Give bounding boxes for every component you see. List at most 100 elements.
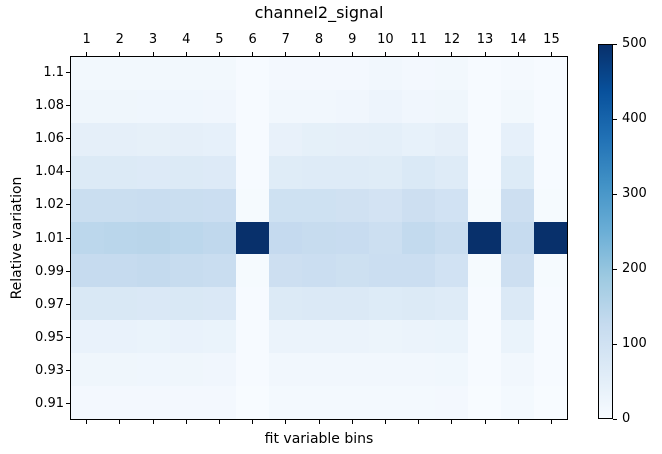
heatmap-cell [434,122,468,156]
heatmap-cell [533,89,567,123]
heatmap-cell [500,254,534,288]
heatmap-cell [368,122,402,156]
heatmap-cell [203,254,237,288]
heatmap-cell [71,221,105,255]
colorbar-tick-label: 100 [622,336,647,351]
heatmap-cell [170,221,204,255]
heatmap-cell [500,122,534,156]
heatmap-cell [533,188,567,222]
heatmap-cell [335,221,369,255]
heatmap-cell [104,320,138,354]
heatmap-cell [434,57,468,90]
heatmap-cell [137,89,171,123]
x-tick-mark [218,420,220,424]
x-axis-top-tick-labels: 1 2 3 4 5 6 7 8 9 10 11 12 13 14 15 [70,33,568,47]
heatmap-cell [170,386,204,419]
x-tick-mark [351,420,353,424]
x-tick-cell [402,52,435,56]
x-tick-cell [136,420,169,424]
chart-title: channel2_signal [254,3,384,22]
heatmap-cell [104,287,138,321]
heatmap-cell [401,386,435,419]
heatmap-cell [434,254,468,288]
x-tick-mark [484,52,486,56]
heatmap-cell [302,57,336,90]
y-tick-mark [66,105,70,107]
y-tick-label: 1.01 [35,230,64,246]
heatmap-cell [104,89,138,123]
heatmap-cell [368,353,402,387]
x-tick-cell [336,420,369,424]
heatmap-cell [302,122,336,156]
y-tick-mark [66,303,70,305]
x-tick-mark [384,52,386,56]
y-tick-mark [66,369,70,371]
heatmap-cell [269,188,303,222]
x-tick-cell [203,420,236,424]
x-tick-cell [302,52,335,56]
heatmap-cell [335,122,369,156]
heatmap-cell [500,353,534,387]
y-tick-label: 1.1 [43,65,64,81]
x-tick-cell [269,420,302,424]
heatmap-cell [368,155,402,189]
x-tick-cell [269,52,302,56]
heatmap-cell [302,386,336,419]
x-tick-cell [369,420,402,424]
heatmap-cell [236,320,270,354]
x-tick-cell [70,52,103,56]
heatmap-cell [401,155,435,189]
heatmap-cell [71,155,105,189]
y-tick-cell [66,56,70,89]
x-tick-cell [502,420,535,424]
colorbar-tick-mark [613,119,617,120]
heatmap-cell [335,155,369,189]
heatmap-cell [302,89,336,123]
x-tick-label: 9 [348,32,357,47]
heatmap-cell [500,386,534,419]
x-tick-mark [252,420,254,424]
x-tick-mark [318,52,320,56]
heatmap-cell [269,386,303,419]
x-tick-mark [119,420,121,424]
x-tick-cell [70,420,103,424]
heatmap-cell [401,221,435,255]
heatmap-cell [71,353,105,387]
heatmap-cell [533,353,567,387]
heatmap-cell [401,353,435,387]
x-tick-mark [185,420,187,424]
x-tick-mark [484,420,486,424]
heatmap-cell [533,155,567,189]
heatmap-cell [203,386,237,419]
heatmap-cell [269,155,303,189]
heatmap-cell [203,188,237,222]
heatmap-cell [236,122,270,156]
colorbar [598,44,613,419]
heatmap-cell [137,155,171,189]
x-tick-cell [136,52,169,56]
x-tick-mark [285,52,287,56]
heatmap-cell [467,353,501,387]
x-tick-cell [170,52,203,56]
y-axis-label: Relative variation [9,176,25,300]
x-tick-cell [468,420,501,424]
x-tick-label: 6 [248,32,257,47]
y-tick-cell [66,255,70,288]
x-tick-label: 8 [314,32,324,47]
heatmap-cell [335,353,369,387]
heatmap-cell [71,188,105,222]
x-tick-label: 5 [215,32,224,47]
colorbar-tick-label: 300 [622,186,647,201]
heatmap-cell [269,320,303,354]
heatmap-cell [533,287,567,321]
heatmap-cell [401,254,435,288]
heatmap-cell [137,221,171,255]
colorbar-tick-mark [613,269,617,270]
x-tick-mark [185,52,187,56]
heatmap-cell [203,57,237,90]
heatmap-cell [500,221,534,255]
heatmap-cell [71,254,105,288]
x-tick-mark [517,420,519,424]
heatmap-cell [104,254,138,288]
heatmap-cell [104,57,138,90]
